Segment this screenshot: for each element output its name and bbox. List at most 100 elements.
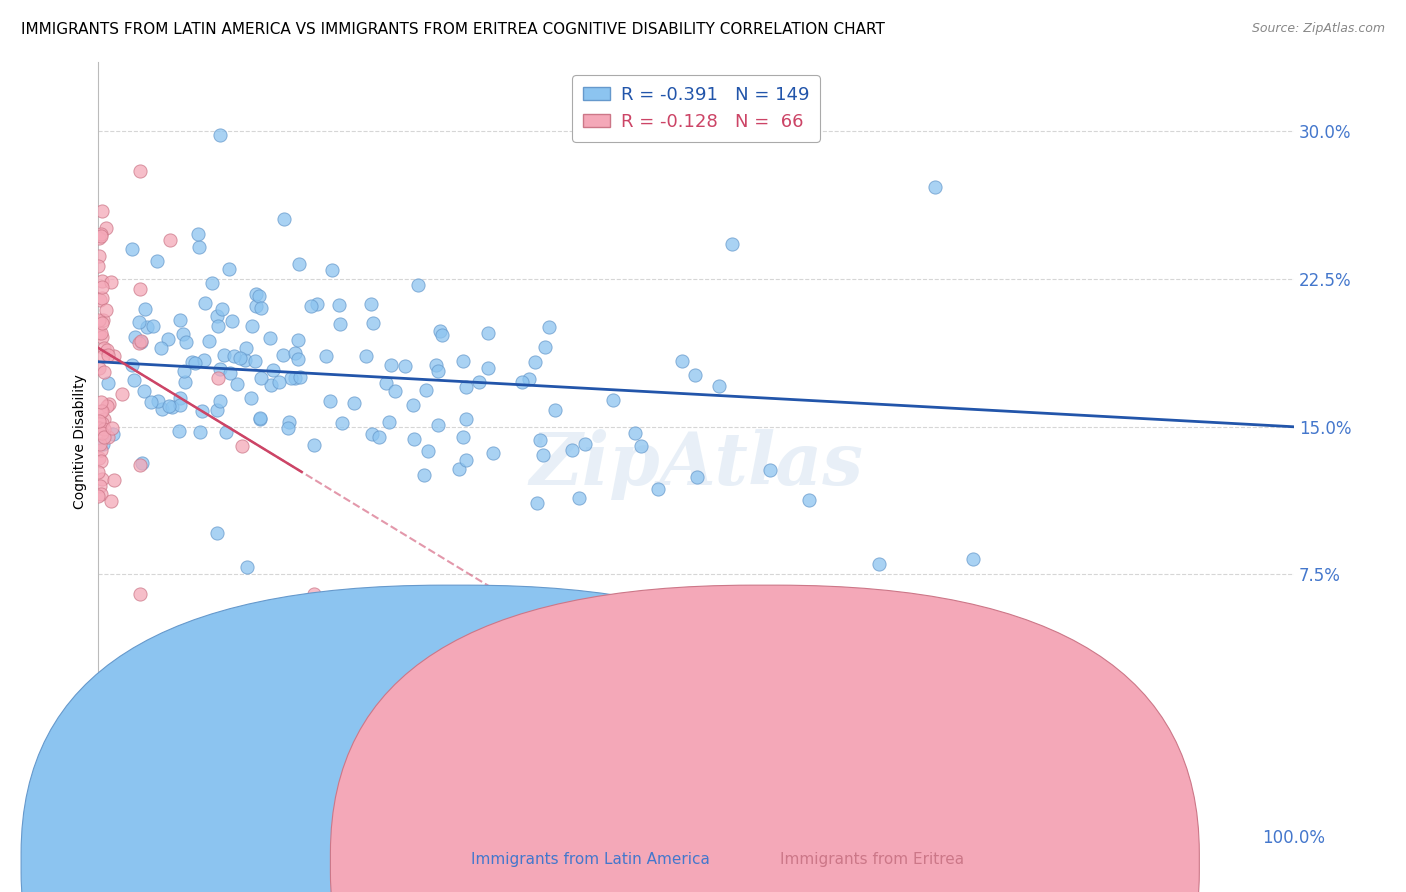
Point: [89, 293, 111, 308]
Point: [240, 319, 263, 334]
Point: [280, 371, 302, 385]
Point: [87, 231, 110, 245]
Point: [224, 349, 246, 363]
Point: [215, 425, 238, 440]
Point: [97, 376, 120, 390]
Point: [236, 559, 259, 574]
Point: [709, 378, 731, 392]
Point: [510, 375, 533, 389]
Point: [235, 341, 257, 355]
Point: [122, 373, 145, 387]
Point: [432, 328, 454, 343]
Point: [221, 314, 243, 328]
Point: [142, 319, 165, 334]
Point: [169, 391, 191, 405]
Point: [129, 282, 152, 296]
Point: [134, 301, 156, 316]
Point: [426, 364, 449, 378]
Point: [169, 398, 191, 412]
Point: [90, 472, 112, 486]
Point: [160, 401, 183, 415]
Point: [150, 341, 173, 355]
Point: [361, 316, 384, 330]
Point: [205, 403, 228, 417]
Point: [924, 179, 946, 194]
Point: [354, 349, 377, 363]
Point: [87, 249, 110, 263]
Point: [277, 415, 299, 429]
Text: Immigrants from Latin America: Immigrants from Latin America: [471, 852, 710, 867]
Point: [97, 348, 120, 362]
Point: [647, 482, 669, 496]
Point: [173, 375, 195, 389]
Point: [868, 557, 890, 571]
Point: [683, 368, 706, 383]
Point: [404, 432, 426, 446]
Point: [408, 277, 430, 292]
Point: [93, 341, 115, 355]
Point: [208, 362, 231, 376]
Point: [226, 377, 249, 392]
Point: [797, 493, 820, 508]
Point: [456, 411, 478, 425]
Point: [174, 335, 197, 350]
Point: [93, 411, 115, 425]
Point: [329, 317, 352, 331]
Point: [93, 422, 115, 436]
Point: [97, 430, 120, 444]
Point: [201, 276, 224, 290]
Point: [93, 430, 115, 444]
Point: [288, 369, 311, 384]
Point: [91, 329, 114, 343]
Point: [100, 275, 122, 289]
Point: [287, 352, 309, 367]
Point: [90, 404, 112, 418]
Point: [91, 279, 114, 293]
Point: [134, 384, 156, 398]
Point: [193, 296, 215, 310]
Point: [568, 491, 591, 505]
Point: [537, 320, 560, 334]
Point: [531, 448, 554, 462]
Point: [172, 326, 194, 341]
Point: [425, 358, 447, 372]
Point: [260, 378, 283, 392]
Point: [630, 439, 652, 453]
Point: [380, 358, 402, 372]
Point: [377, 415, 399, 429]
Point: [91, 316, 114, 330]
Point: [429, 324, 451, 338]
Text: ZipAtlas: ZipAtlas: [529, 429, 863, 500]
Point: [402, 398, 425, 412]
Point: [188, 425, 211, 439]
Point: [103, 473, 125, 487]
Point: [87, 313, 110, 327]
Point: [135, 320, 157, 334]
Point: [250, 371, 273, 385]
Point: [416, 443, 439, 458]
Point: [426, 418, 449, 433]
Point: [302, 437, 325, 451]
Point: [94, 302, 117, 317]
Point: [89, 413, 111, 427]
Point: [451, 354, 474, 368]
Point: [101, 426, 124, 441]
Point: [87, 465, 110, 479]
Point: [184, 356, 207, 370]
Point: [91, 349, 114, 363]
Point: [129, 163, 152, 178]
Point: [94, 220, 117, 235]
Point: [529, 433, 551, 447]
Point: [129, 335, 152, 350]
Point: [671, 353, 693, 368]
Point: [526, 496, 548, 510]
Point: [288, 257, 311, 271]
Point: [209, 394, 232, 409]
Point: [245, 287, 267, 301]
Point: [561, 442, 583, 457]
Point: [110, 386, 132, 401]
Point: [91, 274, 114, 288]
Point: [128, 336, 150, 351]
Point: [207, 309, 229, 323]
Point: [962, 552, 984, 566]
